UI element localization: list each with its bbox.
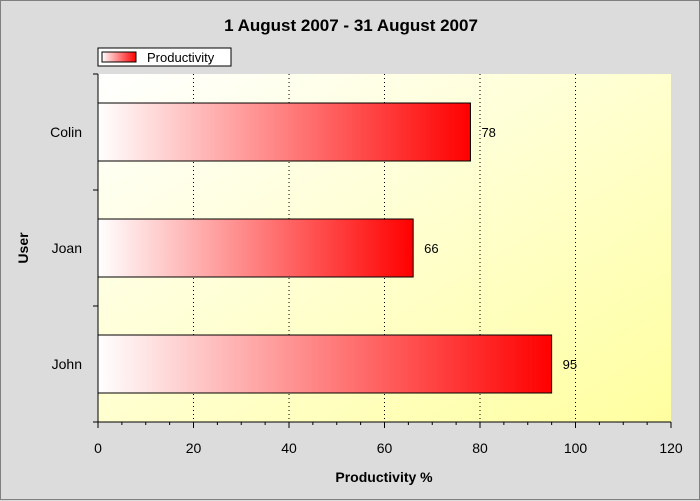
x-tick-label: 80 (472, 440, 488, 456)
legend: Productivity (97, 47, 232, 67)
data-label: 95 (563, 357, 577, 372)
data-label: 78 (481, 125, 495, 140)
x-tick-label: 0 (94, 440, 102, 456)
x-tick-label: 100 (564, 440, 588, 456)
x-tick-label: 60 (377, 440, 393, 456)
bars (97, 102, 553, 394)
legend-label: Productivity (147, 50, 215, 65)
data-label: 66 (424, 241, 438, 256)
category-label: John (52, 356, 82, 372)
labels: 78 Colin 66 Joan 95 John 0 20 40 60 80 100 120 (50, 124, 683, 456)
chart-title: 1 August 2007 - 31 August 2007 (224, 16, 478, 35)
bar-colin (97, 102, 471, 162)
category-label: Joan (52, 240, 82, 256)
bar-joan (97, 218, 414, 278)
x-tick-label: 40 (281, 440, 297, 456)
y-axis-title: User (15, 232, 31, 264)
x-tick-label: 120 (659, 440, 683, 456)
x-tick-label: 20 (186, 440, 202, 456)
axes (93, 73, 672, 428)
category-label: Colin (50, 124, 82, 140)
bar-john (97, 334, 553, 394)
legend-swatch (101, 51, 137, 63)
x-axis-title: Productivity % (335, 469, 433, 485)
